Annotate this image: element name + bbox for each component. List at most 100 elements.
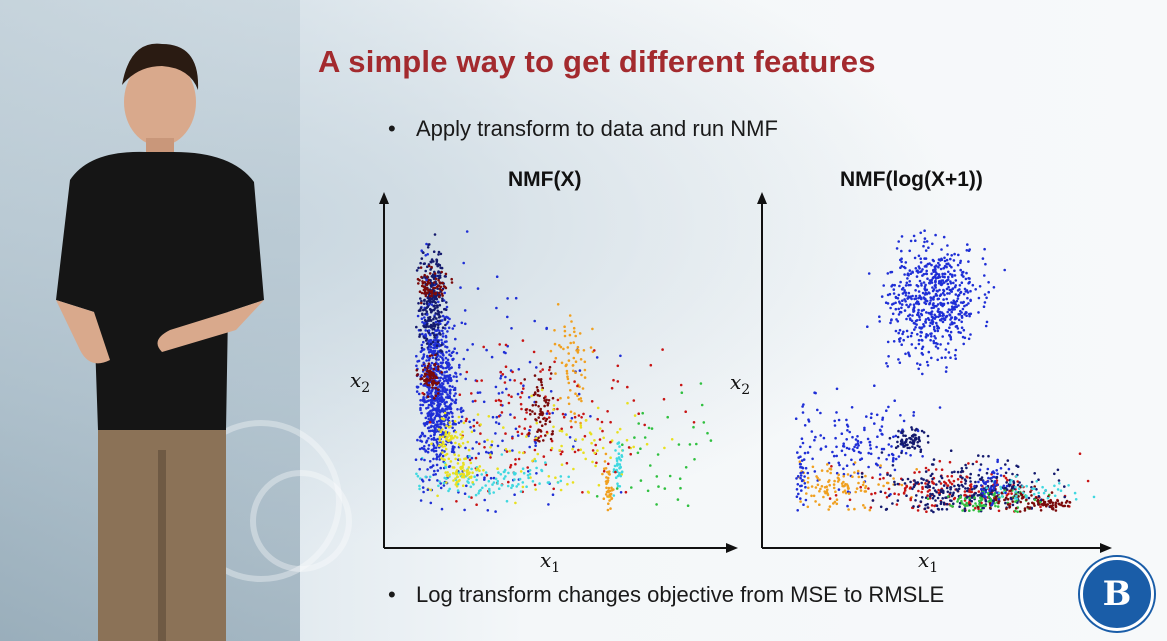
scatter-point bbox=[433, 289, 436, 293]
scatter-point bbox=[908, 446, 911, 450]
scatter-point bbox=[848, 430, 851, 434]
scatter-point bbox=[477, 492, 480, 495]
scatter-point bbox=[917, 308, 920, 312]
plot-right-xlabel: x1 bbox=[918, 548, 938, 576]
scatter-point bbox=[920, 282, 923, 285]
scatter-point bbox=[1058, 482, 1061, 485]
scatter-point bbox=[489, 453, 492, 457]
scatter-point bbox=[962, 300, 965, 304]
scatter-point bbox=[939, 482, 943, 485]
scatter-point bbox=[548, 368, 551, 372]
scatter-point bbox=[946, 282, 950, 286]
scatter-point bbox=[812, 494, 816, 498]
scatter-point bbox=[458, 458, 462, 461]
scatter-point bbox=[468, 420, 471, 424]
scatter-point bbox=[835, 454, 838, 458]
scatter-point bbox=[991, 502, 994, 505]
scatter-point bbox=[544, 419, 548, 423]
scatter-point bbox=[983, 494, 986, 498]
scatter-point bbox=[807, 486, 810, 490]
scatter-point bbox=[451, 419, 455, 423]
scatter-point bbox=[950, 254, 953, 257]
scatter-point bbox=[804, 485, 807, 489]
scatter-point bbox=[456, 408, 459, 411]
scatter-point bbox=[912, 505, 915, 508]
scatter-point bbox=[907, 291, 911, 295]
scatter-point bbox=[797, 492, 800, 496]
scatter-point bbox=[882, 476, 885, 480]
scatter-point bbox=[965, 495, 969, 499]
scatter-point bbox=[887, 405, 890, 409]
scatter-point bbox=[904, 284, 908, 287]
scatter-point bbox=[436, 414, 440, 418]
scatter-point bbox=[960, 326, 964, 329]
scatter-point bbox=[914, 319, 918, 323]
scatter-point bbox=[440, 350, 444, 353]
scatter-point bbox=[440, 310, 443, 314]
scatter-point bbox=[957, 487, 961, 491]
scatter-point bbox=[1003, 487, 1006, 490]
scatter-point bbox=[423, 364, 427, 367]
scatter-point bbox=[558, 344, 561, 347]
scatter-point bbox=[437, 250, 441, 254]
scatter-point bbox=[543, 404, 546, 408]
scatter-point bbox=[639, 447, 642, 451]
scatter-point bbox=[851, 475, 854, 479]
scatter-point bbox=[434, 394, 437, 398]
scatter-point bbox=[511, 437, 514, 440]
scatter-point bbox=[963, 497, 967, 501]
scatter-point bbox=[903, 487, 907, 490]
logo-mark: В bbox=[1102, 574, 1132, 614]
scatter-point bbox=[420, 257, 424, 260]
scatter-point bbox=[865, 415, 868, 418]
scatter-point bbox=[475, 440, 478, 444]
scatter-point bbox=[986, 480, 990, 483]
scatter-point bbox=[800, 437, 804, 440]
scatter-point bbox=[434, 424, 437, 427]
scatter-point bbox=[436, 469, 440, 472]
scatter-point bbox=[450, 434, 453, 438]
scatter-point bbox=[985, 486, 988, 490]
scatter-point bbox=[666, 415, 669, 419]
scatter-point bbox=[917, 489, 920, 493]
scatter-point bbox=[478, 391, 482, 394]
scatter-point bbox=[499, 374, 503, 378]
scatter-point bbox=[497, 392, 501, 395]
scatter-point bbox=[977, 490, 981, 493]
scatter-point bbox=[418, 487, 421, 491]
scatter-point bbox=[433, 297, 437, 301]
scatter-point bbox=[598, 438, 602, 441]
scatter-point bbox=[438, 274, 442, 277]
scatter-point bbox=[426, 322, 429, 326]
scatter-point bbox=[618, 463, 622, 466]
scatter-point bbox=[938, 280, 941, 283]
scatter-point bbox=[461, 465, 464, 468]
scatter-point bbox=[593, 439, 596, 442]
scatter-point bbox=[984, 324, 988, 328]
scatter-point bbox=[1046, 503, 1050, 506]
scatter-point bbox=[620, 455, 624, 458]
scatter-point bbox=[446, 381, 450, 385]
scatter-point bbox=[554, 356, 558, 360]
scatter-point bbox=[459, 419, 463, 423]
scatter-point bbox=[470, 496, 473, 499]
scatter-point bbox=[892, 435, 895, 439]
scatter-point bbox=[931, 472, 934, 476]
scatter-point bbox=[449, 379, 453, 383]
scatter-point bbox=[608, 499, 611, 502]
scatter-point bbox=[956, 263, 960, 267]
scatter-point bbox=[448, 363, 451, 366]
scatter-point bbox=[422, 288, 426, 292]
scatter-point bbox=[478, 465, 482, 468]
scatter-point bbox=[597, 483, 601, 487]
scatter-point bbox=[453, 453, 456, 456]
scatter-point bbox=[451, 412, 454, 415]
scatter-point bbox=[1031, 501, 1034, 505]
scatter-point bbox=[900, 235, 904, 238]
scatter-point bbox=[935, 504, 939, 508]
scatter-point bbox=[490, 355, 494, 359]
scatter-point bbox=[946, 253, 949, 256]
scatter-point bbox=[974, 506, 977, 510]
scatter-point bbox=[922, 324, 926, 328]
scatter-point bbox=[609, 507, 612, 510]
